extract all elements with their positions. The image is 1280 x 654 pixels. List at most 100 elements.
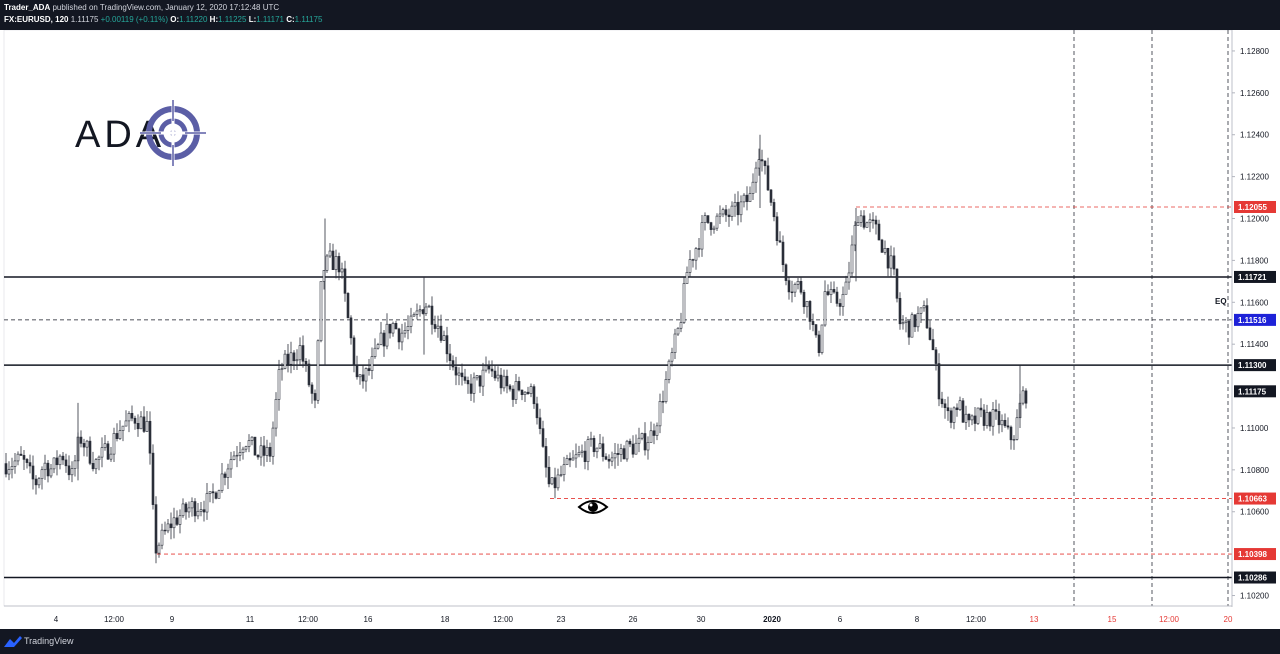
candle-body [637,437,641,444]
candle [211,483,215,504]
candle-body [457,372,461,376]
candle-body [661,401,665,403]
candle-body [766,165,770,191]
candle-body [373,347,377,357]
candle [403,322,407,338]
candle [607,454,611,469]
candle-body [238,452,242,456]
candle [808,300,812,330]
candle-body [571,457,575,461]
candle [310,382,314,404]
candle [796,278,800,290]
candle [430,296,434,335]
candle-body [286,353,290,365]
time-tick-label: 9 [170,615,175,624]
candle-body [559,474,563,476]
open-label: O: [170,15,180,24]
candlestick-chart[interactable]: 1.12800 1.12600 1.12400 1.12200 1.12000 1.118… [0,30,1280,629]
candle-body [529,386,533,394]
candle-body [406,326,410,331]
candle [481,362,485,396]
candle [208,491,212,503]
candle [106,440,110,461]
candle [142,406,146,433]
candle-body [388,323,392,334]
candle-body [67,465,71,476]
ada-logo: ADA [75,100,206,166]
candle-body [301,345,305,362]
candle-body [547,466,551,485]
candle-body [262,445,266,456]
candle-body [367,368,371,371]
candle-body [88,440,92,464]
eq-annotation: EQ [1215,297,1227,306]
candle [61,451,65,465]
candle-body [745,194,749,203]
candle-body [799,281,803,293]
candle-body [511,388,515,400]
candle-body [850,244,854,274]
candle-body [451,360,455,368]
candle-body [643,433,647,451]
candle-body [982,409,986,426]
candle [370,347,374,380]
candle-body [379,332,383,345]
candle [616,443,620,466]
candle-body [235,454,239,457]
candle [916,306,920,332]
candle [259,436,263,466]
candle [292,350,296,370]
candle [97,455,101,471]
time-tick-label: 12:00 [966,615,987,624]
candle [904,317,908,333]
candle [433,315,437,333]
candle [178,509,182,534]
candle [478,375,482,393]
candle-body [433,324,437,329]
candle [436,315,440,338]
candle-body [34,478,38,486]
candle-body [280,368,284,370]
candle [709,221,713,236]
time-tick-label: 12:00 [298,615,319,624]
candle [469,374,473,402]
tradingview-brand[interactable]: TradingView [24,636,74,646]
candle [946,396,950,421]
symbol-line: FX:EURUSD, 120 1.11175 +0.00119 (+0.11%)… [4,15,322,24]
candle [160,523,164,550]
candle-body [985,412,989,426]
price-badge-label: 1.11175 [1238,387,1267,396]
candle-body [778,240,782,243]
high-label: H: [209,15,219,24]
candle [379,322,383,346]
candle-body [796,281,800,285]
candle-body [1021,390,1025,404]
candle-body [448,353,452,361]
price-badge-label: 1.10663 [1238,495,1267,504]
candle-body [28,462,32,467]
candle-body [562,464,566,476]
candle-body [691,259,695,261]
candle [583,441,587,470]
candle-body [973,415,977,424]
candle-body [709,222,713,230]
candle-body [445,335,449,355]
candle-body [928,327,932,340]
candle-body [535,403,539,419]
candle-body [46,462,50,477]
candle [418,305,422,317]
candle-body [22,455,26,460]
tradingview-logo-icon[interactable] [4,635,22,647]
candle [559,465,563,478]
symbol-name[interactable]: FX:EURUSD, 120 [4,15,69,24]
candle [727,208,731,227]
candle [550,477,554,486]
candle-body [241,448,245,453]
candle [325,254,329,273]
candle-body [502,375,506,389]
candle-body [358,374,362,378]
candle [109,447,113,462]
publisher-name[interactable]: Trader_ADA [4,3,51,12]
candle [508,384,512,392]
candle [1021,386,1025,406]
